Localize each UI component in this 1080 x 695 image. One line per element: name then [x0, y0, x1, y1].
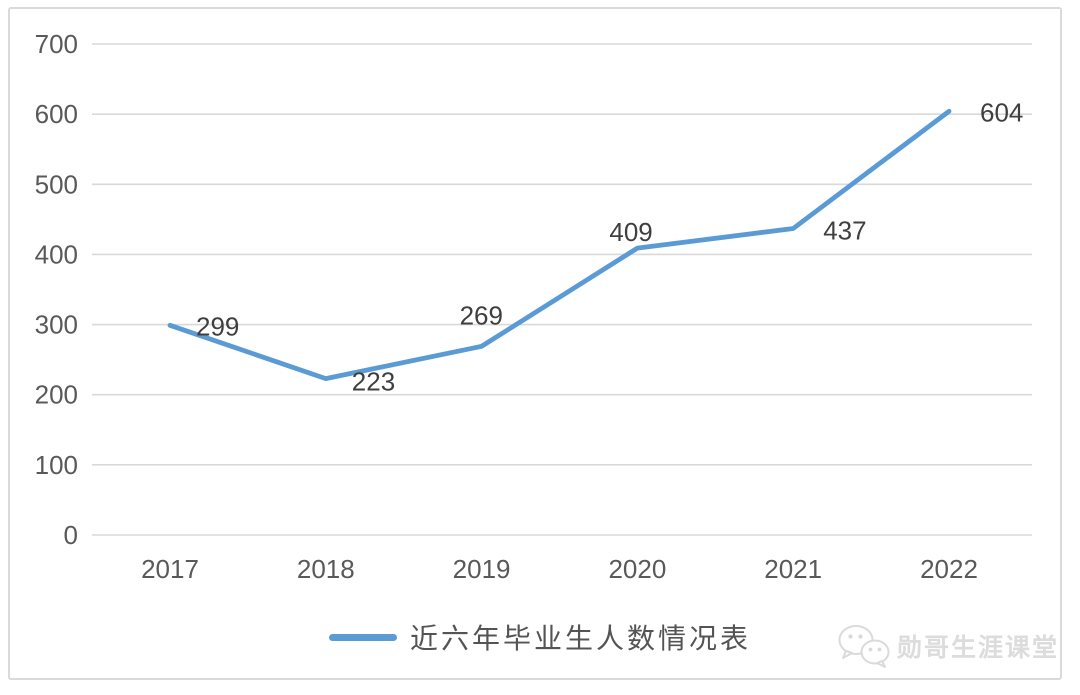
data-label: 437: [823, 215, 866, 245]
x-axis-tick-label: 2018: [297, 554, 355, 584]
data-label: 269: [460, 300, 503, 330]
legend-line-swatch: [328, 633, 397, 641]
x-axis-tick-label: 2020: [608, 554, 666, 584]
x-axis-tick-label: 2017: [141, 554, 199, 584]
chart-legend: 近六年毕业生人数情况表: [0, 619, 1080, 655]
x-axis-tick-label: 2022: [920, 554, 978, 584]
wechat-icon: [838, 625, 890, 668]
y-axis-tick-label: 200: [35, 380, 78, 410]
x-axis-tick-label: 2019: [453, 554, 511, 584]
y-axis-tick-label: 400: [35, 239, 78, 269]
y-axis-tick-label: 0: [64, 520, 78, 550]
data-label: 409: [609, 217, 652, 247]
y-axis-tick-label: 600: [35, 99, 78, 129]
data-label: 299: [196, 311, 239, 341]
series-line: [167, 108, 952, 382]
watermark-text: 勋哥生涯课堂: [897, 634, 1060, 662]
chart-frame: [8, 7, 1062, 680]
watermark: 勋哥生涯课堂: [835, 620, 1059, 672]
y-axis-tick-label: 300: [35, 310, 78, 340]
y-axis-tick-label: 700: [35, 29, 78, 59]
x-axis-tick-label: 2021: [764, 554, 822, 584]
y-axis-tick-label: 500: [35, 169, 78, 199]
data-label: 223: [352, 367, 395, 397]
data-label: 604: [980, 97, 1023, 127]
legend-label: 近六年毕业生人数情况表: [409, 622, 751, 655]
y-axis-tick-label: 100: [35, 450, 78, 480]
